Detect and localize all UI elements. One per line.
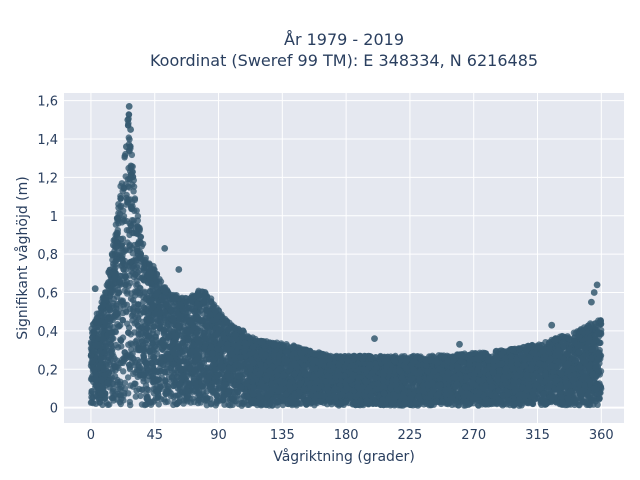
data-point (129, 250, 136, 257)
data-point (130, 370, 137, 377)
chart-title-line1: År 1979 - 2019 (284, 30, 404, 49)
data-point (140, 378, 147, 385)
data-point (120, 368, 127, 375)
data-point (132, 393, 139, 400)
data-point (123, 308, 130, 316)
data-point (136, 290, 144, 297)
chart-title-line2: Koordinat (Sweref 99 TM): E 348334, N 62… (150, 51, 538, 70)
data-point (134, 212, 142, 220)
data-point (127, 340, 134, 347)
data-point (124, 320, 131, 327)
data-point (125, 134, 132, 141)
data-point (119, 235, 127, 242)
data-point (118, 180, 126, 187)
data-point (111, 355, 118, 362)
data-points (87, 103, 605, 409)
data-point (120, 185, 128, 192)
